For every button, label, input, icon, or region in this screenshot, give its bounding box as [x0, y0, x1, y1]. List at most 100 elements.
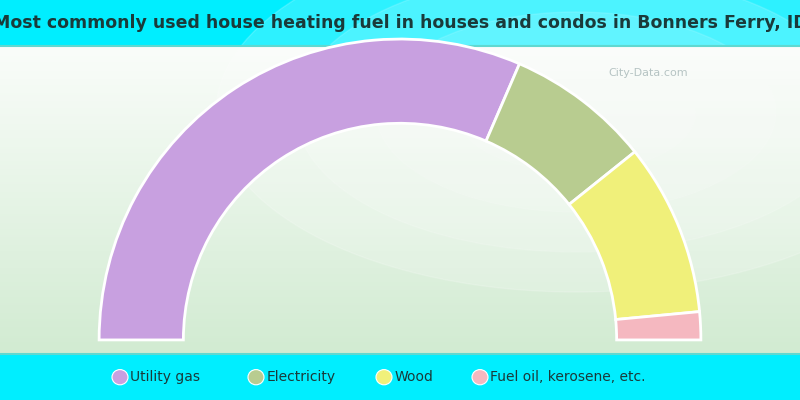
- Bar: [0, 91, 800, 93]
- Bar: [0, 256, 800, 258]
- Bar: [0, 307, 800, 309]
- Text: Utility gas: Utility gas: [130, 370, 200, 384]
- Bar: [0, 208, 800, 210]
- Bar: [0, 258, 800, 260]
- Bar: [0, 272, 800, 274]
- Bar: [0, 132, 800, 134]
- Bar: [0, 122, 800, 124]
- Bar: [0, 62, 800, 64]
- Bar: [0, 319, 800, 321]
- Bar: [0, 235, 800, 237]
- Bar: [0, 336, 800, 338]
- Text: Electricity: Electricity: [266, 370, 335, 384]
- Bar: [0, 298, 800, 301]
- Bar: [0, 313, 800, 315]
- Bar: [0, 292, 800, 294]
- Bar: [0, 210, 800, 212]
- Bar: [0, 64, 800, 66]
- Bar: [0, 130, 800, 132]
- Bar: [0, 50, 800, 52]
- Bar: [0, 334, 800, 336]
- Text: Most commonly used house heating fuel in houses and condos in Bonners Ferry, ID: Most commonly used house heating fuel in…: [0, 14, 800, 32]
- Bar: [0, 178, 800, 180]
- Bar: [0, 309, 800, 311]
- Bar: [0, 332, 800, 334]
- Bar: [0, 352, 800, 354]
- Bar: [0, 71, 800, 73]
- Bar: [0, 93, 800, 95]
- Bar: [0, 165, 800, 167]
- Bar: [0, 190, 800, 192]
- Bar: [0, 110, 800, 112]
- Bar: [0, 118, 800, 120]
- Bar: [0, 294, 800, 296]
- Bar: [0, 157, 800, 159]
- Bar: [0, 173, 800, 175]
- Bar: [0, 138, 800, 140]
- Bar: [0, 225, 800, 227]
- Bar: [0, 159, 800, 161]
- Bar: [0, 188, 800, 190]
- Bar: [0, 239, 800, 241]
- Bar: [0, 126, 800, 128]
- Bar: [0, 200, 800, 202]
- Text: Wood: Wood: [394, 370, 434, 384]
- Bar: [0, 241, 800, 243]
- Bar: [0, 222, 800, 225]
- Bar: [0, 196, 800, 198]
- Bar: [0, 329, 800, 332]
- Bar: [0, 73, 800, 75]
- Bar: [0, 204, 800, 206]
- Bar: [0, 60, 800, 62]
- Circle shape: [216, 0, 800, 292]
- Bar: [0, 99, 800, 102]
- Wedge shape: [616, 312, 701, 340]
- Bar: [0, 253, 800, 256]
- Bar: [0, 116, 800, 118]
- Bar: [0, 249, 800, 251]
- Bar: [0, 85, 800, 87]
- Bar: [0, 147, 800, 149]
- Bar: [0, 167, 800, 169]
- Bar: [0, 218, 800, 220]
- Bar: [0, 348, 800, 350]
- Bar: [0, 284, 800, 286]
- Bar: [0, 106, 800, 108]
- Bar: [0, 346, 800, 348]
- Bar: [0, 182, 800, 184]
- Bar: [0, 301, 800, 303]
- Bar: [0, 274, 800, 276]
- Wedge shape: [569, 152, 699, 320]
- Bar: [0, 81, 800, 83]
- Bar: [0, 153, 800, 155]
- Bar: [0, 142, 800, 144]
- Bar: [0, 171, 800, 173]
- Bar: [0, 288, 800, 290]
- Bar: [0, 296, 800, 298]
- Bar: [0, 227, 800, 229]
- Bar: [0, 140, 800, 142]
- Bar: [0, 0, 800, 46]
- Wedge shape: [99, 39, 519, 340]
- Bar: [0, 95, 800, 97]
- Bar: [0, 247, 800, 249]
- Bar: [0, 46, 800, 48]
- Bar: [0, 350, 800, 352]
- Bar: [0, 192, 800, 194]
- Bar: [0, 229, 800, 231]
- Circle shape: [456, 52, 696, 172]
- Bar: [0, 104, 800, 106]
- Bar: [0, 264, 800, 266]
- Bar: [0, 128, 800, 130]
- Bar: [0, 303, 800, 305]
- Bar: [0, 144, 800, 147]
- Wedge shape: [486, 64, 635, 204]
- Bar: [0, 344, 800, 346]
- Bar: [0, 317, 800, 319]
- Bar: [0, 290, 800, 292]
- Bar: [0, 305, 800, 307]
- Bar: [0, 251, 800, 253]
- Bar: [0, 163, 800, 165]
- Bar: [0, 83, 800, 85]
- Bar: [0, 212, 800, 214]
